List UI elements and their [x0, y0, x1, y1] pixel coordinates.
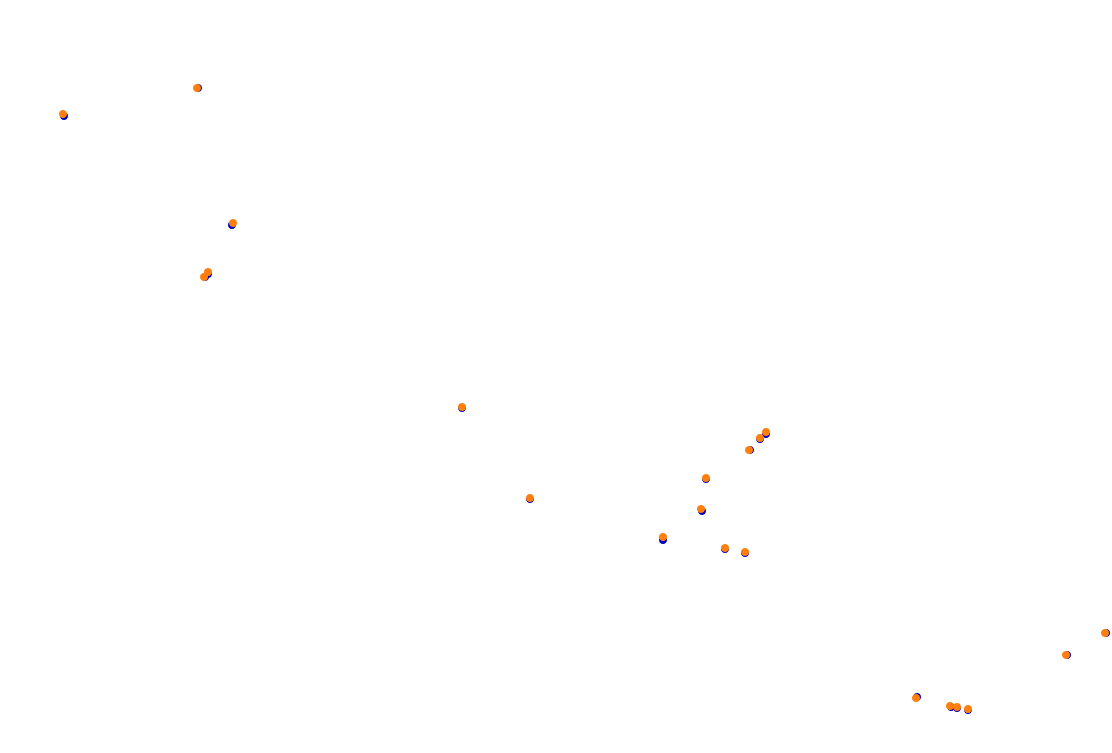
- point: [200, 273, 208, 281]
- point: [946, 702, 954, 710]
- point: [458, 403, 466, 411]
- point: [953, 703, 961, 711]
- point: [756, 434, 764, 442]
- point: [912, 694, 920, 702]
- point: [1062, 651, 1070, 659]
- point: [721, 544, 729, 552]
- point: [697, 505, 705, 513]
- point: [741, 548, 749, 556]
- point: [526, 494, 534, 502]
- point: [229, 219, 237, 227]
- point: [702, 474, 710, 482]
- point: [762, 428, 770, 436]
- point: [964, 705, 972, 713]
- point: [193, 84, 201, 92]
- point: [59, 110, 67, 118]
- point: [1101, 629, 1109, 637]
- point: [745, 446, 753, 454]
- point: [659, 533, 667, 541]
